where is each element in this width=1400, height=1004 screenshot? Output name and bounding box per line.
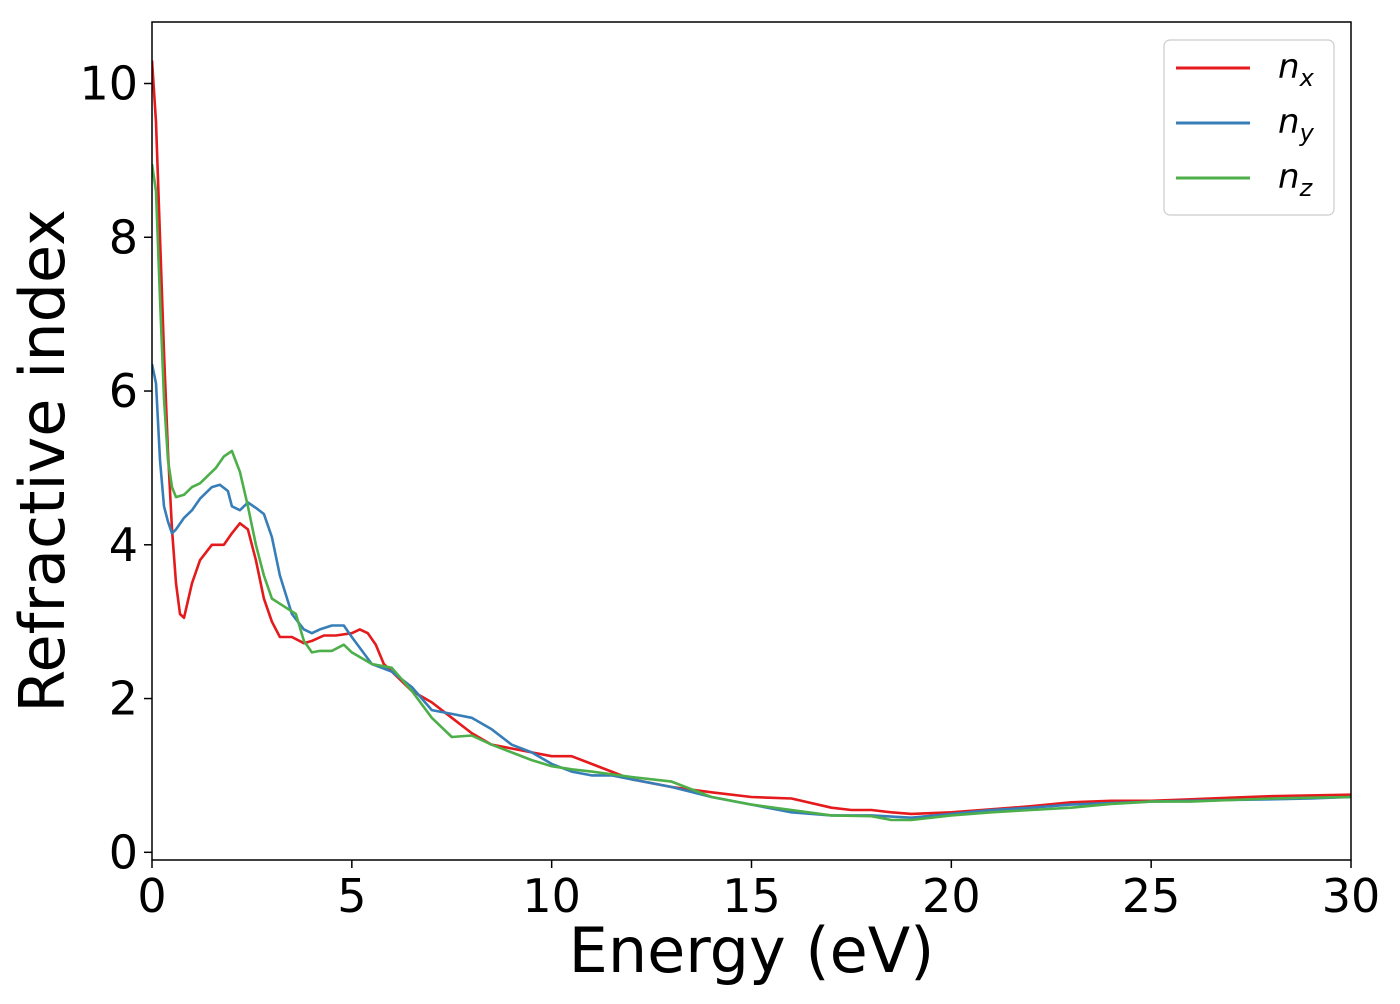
legend-label-subscript: x	[1299, 64, 1315, 92]
axis-ticks: 0 5 10 15 20 25 30 0 2 4 6 8 10	[79, 57, 1380, 923]
y-tick-label: 8	[109, 210, 138, 264]
series-line-z	[152, 164, 1351, 822]
y-tick-label: 6	[109, 364, 138, 418]
legend-label-subscript: z	[1299, 174, 1314, 202]
series-lines	[152, 60, 1351, 822]
x-axis-title: Energy (eV)	[569, 914, 935, 987]
series-line-y	[152, 363, 1351, 820]
x-tick-label: 15	[722, 869, 781, 923]
legend-label-subscript: y	[1299, 119, 1315, 147]
y-tick-label: 2	[109, 672, 138, 726]
y-tick-label: 4	[109, 518, 138, 572]
y-axis-title: Refractive index	[6, 209, 79, 713]
x-tick-label: 0	[137, 869, 166, 923]
x-tick-label: 25	[1122, 869, 1181, 923]
y-tick-label: 0	[109, 825, 138, 879]
legend-box	[1163, 39, 1335, 216]
legend-label: nx	[1278, 47, 1315, 92]
x-tick-label: 10	[522, 869, 581, 923]
x-tick-label: 5	[337, 869, 366, 923]
x-tick-label: 20	[922, 869, 981, 923]
x-tick-label: 30	[1322, 869, 1381, 923]
y-tick-label: 10	[79, 57, 138, 111]
